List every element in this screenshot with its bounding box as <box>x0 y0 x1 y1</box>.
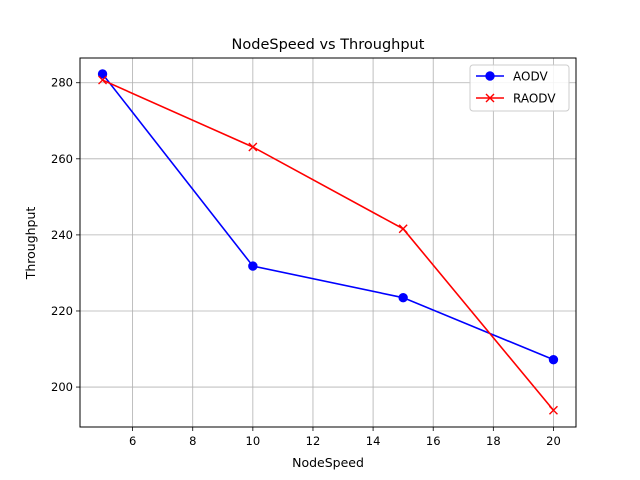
legend-item-aodv: AODV <box>476 70 548 84</box>
series-aodv-point <box>398 292 408 303</box>
x-tick-label: 18 <box>486 434 501 448</box>
series-raodv-point <box>548 405 558 415</box>
series-raodv-line <box>102 79 555 411</box>
x-tick-label: 8 <box>189 434 196 448</box>
legend: AODV RAODV <box>469 64 570 112</box>
legend-label: RAODV <box>513 92 556 106</box>
series-raodv-point <box>398 224 408 234</box>
legend-item-raodv: RAODV <box>476 92 556 106</box>
series-aodv-point <box>97 69 108 79</box>
ticks: 6 8 10 12 14 16 18 20 200 220 240 260 280 <box>51 76 561 448</box>
x-tick-label: 6 <box>129 434 136 448</box>
y-tick-label: 280 <box>51 76 73 90</box>
series-layer <box>97 69 559 415</box>
series-raodv-point <box>98 75 108 85</box>
x-axis-label: NodeSpeed <box>292 455 364 470</box>
axes-frame <box>79 57 577 428</box>
series-aodv-point <box>548 354 559 365</box>
series-aodv-point <box>248 261 258 271</box>
legend-marker <box>485 93 495 103</box>
series-raodv-point <box>248 142 258 152</box>
x-tick-label: 14 <box>366 434 381 448</box>
x-tick-label: 20 <box>546 434 561 448</box>
y-tick-label: 240 <box>51 228 73 242</box>
legend-marker <box>485 71 495 81</box>
y-tick-label: 200 <box>51 380 73 394</box>
chart-title: NodeSpeed vs Throughput <box>232 37 425 53</box>
series-aodv-line <box>101 73 554 361</box>
series-raodv <box>98 75 558 415</box>
x-tick-label: 12 <box>306 434 321 448</box>
y-tick-label: 260 <box>51 152 73 166</box>
series-aodv <box>97 69 559 365</box>
y-axis-label: Throughput <box>23 207 38 281</box>
x-tick-label: 10 <box>246 434 261 448</box>
grid <box>80 58 576 427</box>
y-tick-label: 220 <box>51 304 73 318</box>
x-tick-label: 16 <box>426 434 441 448</box>
legend-label: AODV <box>513 70 548 84</box>
